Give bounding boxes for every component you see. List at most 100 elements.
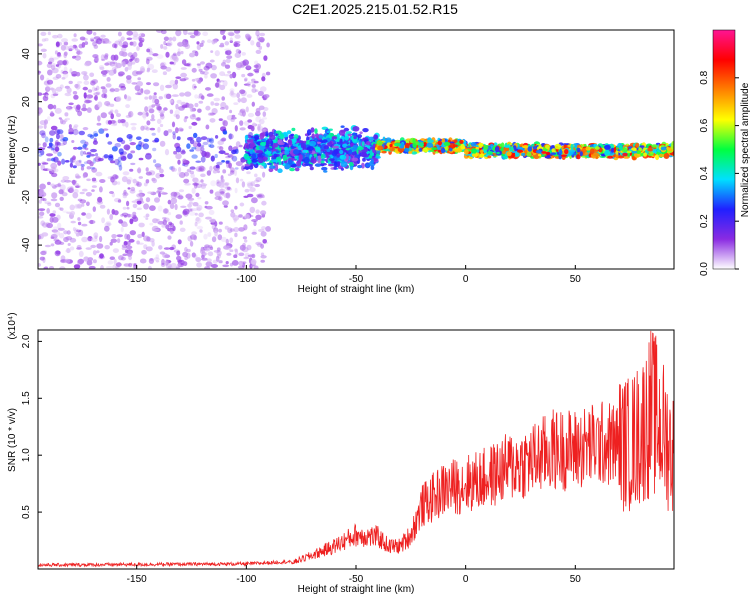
spectrogram-cell [194,78,200,81]
spectrogram-cell [189,149,195,152]
spectrogram-cell [196,41,200,45]
spectrogram-cell [169,54,177,61]
spectrogram-cell [260,210,267,216]
spectrogram-cell [124,94,127,100]
spectrogram-cell [104,222,111,228]
spectrogram-cell [314,128,318,135]
spectrogram-cell [548,150,552,153]
spectrogram-panel: -150 -100 -50 0 50 -40 -20 0 20 40 Height of str… [7,29,675,295]
spectrogram-cell [99,66,105,71]
spectrogram-cell [253,80,259,84]
spectrogram-cell [622,152,628,157]
spectrogram-cell [74,228,79,235]
spectrogram-cell [204,201,209,205]
spectrogram-cell [296,160,302,167]
spectrogram-cell [220,236,227,243]
spectrogram-cell [143,182,148,187]
spectrogram-cell [148,105,154,110]
spectrogram-cell [655,154,660,161]
spectrogram-cell [323,145,330,150]
spectrogram-cell [47,168,53,171]
spectrogram-cell [131,82,138,85]
spectrogram-cell [65,236,73,241]
spectrogram-cell [339,149,344,155]
spectrogram-cell [46,153,53,157]
spectrogram-cell [127,153,133,160]
spectrogram-cell [54,140,60,146]
spectrogram-cell [222,169,227,174]
spectrogram-cell [90,81,96,86]
spectrogram-cell [558,153,562,160]
spectrogram-cell [643,152,647,157]
spectrogram-cell [114,88,120,92]
spectrogram-cell [152,147,157,152]
spectrogram-cell [229,237,234,244]
spectrogram-cell [91,177,97,182]
spectrogram-cell [617,155,625,159]
spectrogram-cell [121,47,127,52]
spectrogram-cell [77,217,81,221]
spectrogram-cell [196,44,201,50]
spectrogram-cell [247,182,254,188]
spectrogram-cell [284,163,291,170]
spectrogram-cell [173,191,181,198]
spectrogram-cell [38,213,43,217]
spectrogram-cell [81,42,86,48]
spectrogram-cell [185,193,193,199]
spectrogram-cell [39,256,45,261]
spectrogram-cell [247,193,254,198]
spectrogram-cell [58,117,62,120]
spectrogram-cell [180,50,184,55]
spectrogram-cell [145,127,151,131]
spectrogram-cell [90,166,95,170]
spectrogram-cell [132,41,137,47]
spectrogram-cell [153,82,160,87]
spectrogram-cell [214,191,222,198]
spectrogram-cell [471,148,477,154]
spectrogram-cell [165,260,169,266]
spectrogram-cell [81,107,88,112]
spectrogram-cell [225,160,231,163]
spectrogram-cell [190,208,194,212]
spectrogram-cell [652,150,657,154]
spectrogram-cell [137,89,144,96]
spectrogram-cell [82,86,89,91]
spectrogram-cell [163,40,167,46]
spectrogram-cell [92,130,98,138]
snr-y-tick-label: 2.0 [21,334,32,348]
spectrogram-cell [464,149,469,155]
spectrogram-cell [126,134,133,139]
spectrogram-cell [157,187,165,190]
spectrogram-cell [154,103,161,107]
spectrogram-cell [404,147,410,153]
spectrogram-cell [289,167,295,172]
spectrogram-cell [173,56,179,63]
spectrogram-cell [50,111,54,116]
spectrogram-cell [72,129,79,136]
spectrogram-cell [41,132,46,139]
spectrogram-cell [139,258,147,264]
spectrogram-cell [152,218,159,224]
colorbar-label: Normalized spectral amplitude [740,82,750,217]
spectrogram-cell [479,153,485,158]
spectrogram-cell [54,141,59,148]
spectrogram-cell [244,214,251,219]
spectrogram-cell [46,158,52,162]
spectrogram-cell [57,33,63,39]
spectrogram-cell [116,113,121,118]
spectrogram-cell [54,146,60,152]
spectrogram-cell [120,256,126,261]
spectrogram-cell [194,102,199,108]
spectrogram-cell [59,196,64,201]
spectrogram-cell [100,265,104,269]
spectrogram-cell [394,142,401,147]
spectrogram-cell [293,137,297,143]
spectrogram-cell [64,117,70,121]
spectrogram-cell [146,82,151,86]
spectrogram-cell [205,105,211,111]
spectrogram-cell [323,170,328,173]
spectrogram-cell [107,141,113,145]
spectrogram-cell [258,36,265,43]
spectrogram-cell [183,77,189,80]
spectrogram-cell [137,242,144,245]
